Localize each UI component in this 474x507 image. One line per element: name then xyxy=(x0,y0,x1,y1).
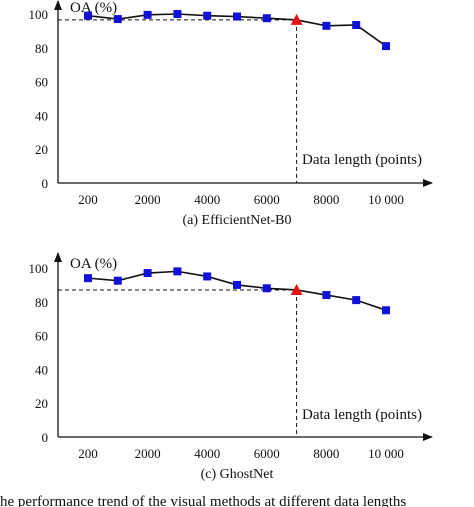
data-point xyxy=(84,11,92,20)
x-tick-label: 4000 xyxy=(194,192,220,207)
x-tick-label: 10 000 xyxy=(368,192,404,207)
y-tick-label: 20 xyxy=(35,142,48,157)
axes xyxy=(54,0,433,187)
data-point xyxy=(84,274,92,283)
y-tick-label: 60 xyxy=(35,329,48,344)
x-axis-label: Data length (points) xyxy=(302,152,422,168)
data-point xyxy=(233,280,241,289)
series-line xyxy=(87,270,387,312)
y-tick-label: 20 xyxy=(35,396,48,411)
data-point xyxy=(262,14,271,23)
y-ticks: 0 20 40 60 80 100 xyxy=(29,261,49,445)
data-point xyxy=(262,284,271,293)
chart-panel-2: OA (%) Data length (points) (c) GhostNet… xyxy=(29,252,433,482)
data-point xyxy=(322,291,331,300)
data-point xyxy=(113,276,122,285)
y-axis-label: OA (%) xyxy=(70,0,117,16)
axes xyxy=(54,252,433,441)
data-point xyxy=(382,42,390,51)
data-point xyxy=(352,296,361,305)
data-point xyxy=(203,272,212,281)
x-tick-label: 6000 xyxy=(254,446,280,461)
y-axis-label: OA (%) xyxy=(70,256,117,272)
figure-caption: he performance trend of the visual metho… xyxy=(0,494,406,507)
series xyxy=(84,267,390,315)
reference-lines xyxy=(58,289,298,437)
y-tick-label: 0 xyxy=(42,430,49,445)
data-point xyxy=(143,269,152,278)
reference-lines xyxy=(58,19,298,183)
y-tick-label: 80 xyxy=(35,41,48,56)
y-tick-label: 100 xyxy=(29,7,49,22)
data-point xyxy=(203,11,212,20)
data-point-highlight xyxy=(290,283,303,295)
y-tick-label: 60 xyxy=(35,75,48,90)
x-tick-label: 8000 xyxy=(313,192,339,207)
data-point xyxy=(113,15,122,24)
data-point xyxy=(382,306,390,315)
data-point xyxy=(173,267,182,276)
y-tick-label: 0 xyxy=(42,176,49,191)
data-point xyxy=(173,10,182,18)
x-axis-label: Data length (points) xyxy=(302,407,422,423)
chart-panel-1: OA (%) Data length (points) (a) Efficien… xyxy=(29,0,433,228)
y-tick-label: 40 xyxy=(35,362,48,377)
x-tick-label: 4000 xyxy=(194,446,220,461)
panel-caption: (c) GhostNet xyxy=(201,467,274,482)
x-tick-label: 10 000 xyxy=(368,446,404,461)
y-tick-label: 80 xyxy=(35,295,48,310)
data-point xyxy=(322,21,331,30)
x-tick-label: 6000 xyxy=(254,192,280,207)
panel-caption: (a) EfficientNet-B0 xyxy=(183,213,292,228)
data-point xyxy=(352,20,361,29)
x-tick-label: 2000 xyxy=(135,446,161,461)
x-tick-label: 8000 xyxy=(313,446,339,461)
data-point xyxy=(233,12,241,21)
y-tick-label: 100 xyxy=(29,261,49,276)
data-point xyxy=(143,10,152,19)
x-ticks: 200 2000 4000 6000 8000 10 000 xyxy=(78,446,404,461)
data-point-highlight xyxy=(290,13,303,25)
x-tick-label: 200 xyxy=(78,192,98,207)
y-ticks: 0 20 40 60 80 100 xyxy=(29,7,49,191)
series xyxy=(84,10,390,51)
x-tick-label: 2000 xyxy=(135,192,161,207)
x-tick-label: 200 xyxy=(78,446,98,461)
x-ticks: 200 2000 4000 6000 8000 10 000 xyxy=(78,192,404,207)
y-tick-label: 40 xyxy=(35,108,48,123)
